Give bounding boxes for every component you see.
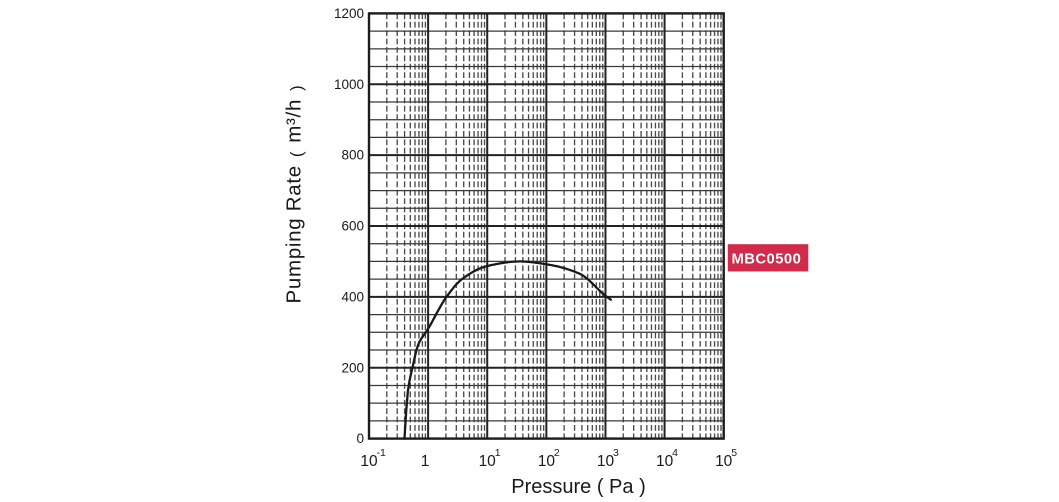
svg-text:4: 4 [672, 447, 678, 459]
svg-text:1: 1 [495, 447, 501, 459]
svg-text:200: 200 [341, 360, 364, 375]
svg-text:1: 1 [421, 453, 430, 470]
svg-text:10: 10 [538, 453, 556, 470]
svg-text:10: 10 [656, 453, 674, 470]
svg-text:1200: 1200 [334, 6, 364, 21]
svg-text:800: 800 [341, 148, 364, 163]
svg-text:10: 10 [360, 453, 378, 470]
svg-text:-1: -1 [377, 447, 386, 459]
svg-text:MBC0500: MBC0500 [732, 252, 802, 268]
svg-text:10: 10 [479, 453, 497, 470]
svg-text:600: 600 [341, 219, 364, 234]
svg-text:1000: 1000 [334, 77, 364, 92]
svg-text:0: 0 [356, 431, 364, 446]
svg-text:400: 400 [341, 290, 364, 305]
svg-text:Pumping Rate(m³/h): Pumping Rate(m³/h) [283, 85, 307, 304]
svg-text:10: 10 [597, 453, 615, 470]
svg-text:2: 2 [554, 447, 560, 459]
svg-text:10: 10 [715, 453, 733, 470]
svg-text:Pressure ( Pa ): Pressure ( Pa ) [511, 476, 645, 498]
svg-text:3: 3 [613, 447, 619, 459]
svg-text:5: 5 [731, 447, 737, 459]
